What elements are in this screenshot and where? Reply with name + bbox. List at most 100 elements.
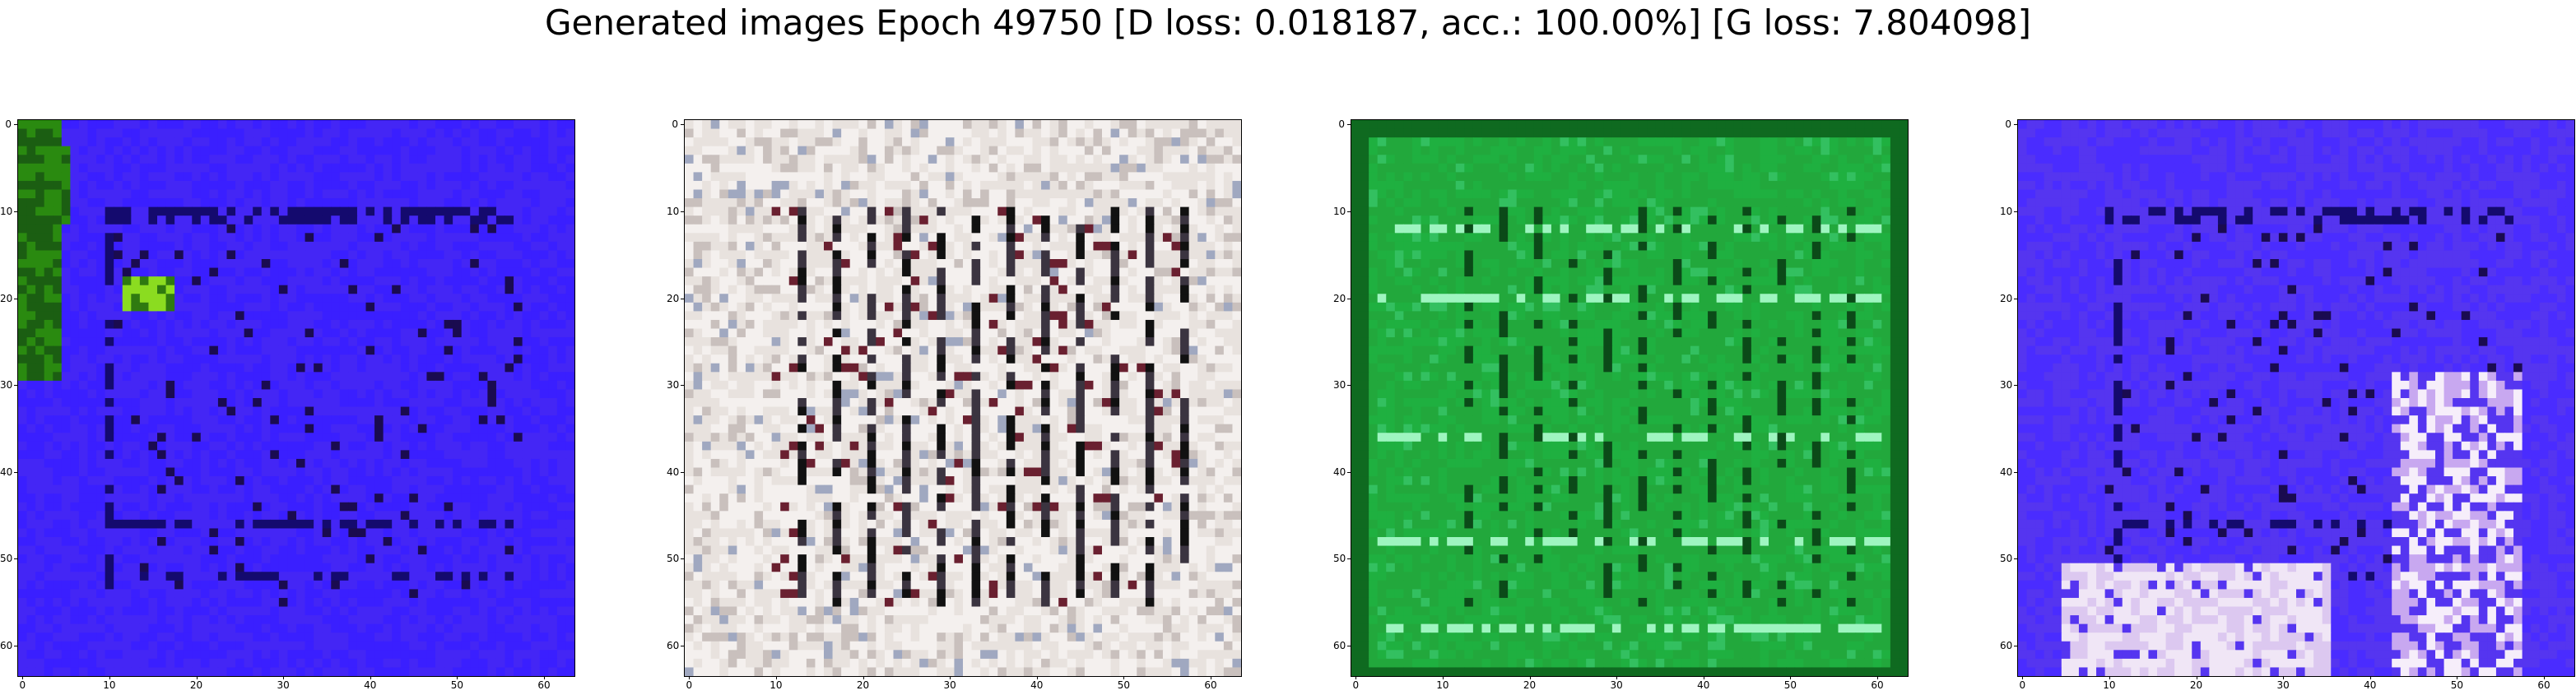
- y-tick-mark: [14, 558, 18, 560]
- image-axes: [2017, 119, 2575, 677]
- y-tick-label: 0: [5, 118, 12, 131]
- y-tick-label: 30: [2000, 379, 2013, 392]
- figure-title: Generated images Epoch 49750 [D loss: 0.…: [544, 2, 2032, 43]
- generated-image: [1351, 120, 1908, 676]
- y-tick-label: 30: [667, 379, 680, 392]
- y-tick-mark: [681, 211, 685, 212]
- y-tick-label: 0: [672, 118, 678, 131]
- x-tick-label: 40: [1697, 679, 1710, 691]
- y-tick-mark: [1347, 471, 1351, 473]
- image-panel-3: 0 10 20 30 40 50 60 0 10 20 30 40 50 60: [1333, 0, 1959, 695]
- y-tick-label: 20: [1333, 292, 1346, 304]
- y-tick-label: 10: [2000, 205, 2013, 217]
- y-tick-label: 20: [667, 292, 680, 304]
- x-tick-label: 0: [686, 679, 693, 691]
- y-tick-label: 10: [1333, 205, 1346, 217]
- x-tick-mark: [457, 676, 458, 679]
- x-tick-label: 0: [1352, 679, 1360, 691]
- y-tick-label: 30: [1333, 379, 1346, 392]
- image-panel-1: 0 10 20 30 40 50 60 0 10 20 30 40 50 60: [0, 0, 625, 695]
- y-tick-label: 20: [2000, 292, 2013, 304]
- y-tick-label: 40: [1333, 466, 1346, 478]
- x-tick-label: 10: [770, 679, 783, 691]
- x-tick-label: 50: [1783, 679, 1797, 691]
- x-tick-mark: [22, 676, 24, 679]
- y-tick-mark: [681, 558, 685, 560]
- y-tick-label: 0: [2005, 118, 2011, 131]
- generated-image: [18, 120, 574, 676]
- y-tick-label: 40: [2000, 466, 2013, 478]
- x-tick-label: 30: [943, 679, 956, 691]
- x-tick-label: 10: [103, 679, 116, 691]
- x-tick-label: 40: [2364, 679, 2377, 691]
- x-tick-mark: [1123, 676, 1125, 679]
- x-tick-mark: [1877, 676, 1879, 679]
- y-tick-mark: [2014, 385, 2018, 387]
- x-tick-label: 30: [1610, 679, 1623, 691]
- x-tick-mark: [1355, 676, 1357, 679]
- image-panel-4: 0 10 20 30 40 50 60 0 10 20 30 40 50 60: [2000, 0, 2576, 695]
- y-tick-label: 60: [2000, 640, 2013, 652]
- x-tick-label: 10: [2103, 679, 2116, 691]
- x-tick-label: 20: [1523, 679, 1537, 691]
- x-tick-mark: [2369, 676, 2371, 679]
- x-tick-label: 60: [537, 679, 551, 691]
- x-tick-label: 40: [1030, 679, 1044, 691]
- x-tick-label: 30: [277, 679, 290, 691]
- image-axes: [1351, 119, 1909, 677]
- x-tick-label: 40: [364, 679, 377, 691]
- image-panel-2: 0 10 20 30 40 50 60 0 10 20 30 40 50 60: [667, 0, 1292, 695]
- x-tick-mark: [775, 676, 777, 679]
- y-tick-label: 60: [0, 640, 13, 652]
- generated-image: [2018, 120, 2574, 676]
- y-tick-label: 50: [2000, 553, 2013, 565]
- x-tick-mark: [283, 676, 285, 679]
- y-tick-label: 50: [667, 553, 680, 565]
- x-tick-mark: [2109, 676, 2110, 679]
- x-tick-mark: [689, 676, 690, 679]
- y-tick-label: 50: [1333, 553, 1346, 565]
- x-tick-mark: [370, 676, 371, 679]
- x-tick-label: 20: [189, 679, 203, 691]
- x-tick-mark: [1442, 676, 1444, 679]
- generated-image: [685, 120, 1241, 676]
- x-tick-mark: [544, 676, 546, 679]
- x-tick-label: 0: [19, 679, 26, 691]
- x-tick-mark: [950, 676, 951, 679]
- y-tick-mark: [1347, 124, 1351, 126]
- y-tick-mark: [14, 124, 18, 126]
- y-tick-mark: [681, 385, 685, 387]
- y-tick-mark: [1347, 558, 1351, 560]
- x-tick-mark: [2544, 676, 2546, 679]
- image-axes: [684, 119, 1242, 677]
- y-tick-mark: [14, 471, 18, 473]
- y-tick-label: 60: [1333, 640, 1346, 652]
- x-tick-label: 30: [2276, 679, 2290, 691]
- y-tick-mark: [14, 211, 18, 212]
- x-tick-label: 60: [1871, 679, 1884, 691]
- y-tick-label: 50: [0, 553, 13, 565]
- x-tick-mark: [2283, 676, 2285, 679]
- y-tick-label: 10: [667, 205, 680, 217]
- x-tick-label: 20: [856, 679, 870, 691]
- y-tick-mark: [2014, 211, 2018, 212]
- y-tick-label: 60: [667, 640, 680, 652]
- x-tick-label: 50: [450, 679, 464, 691]
- y-tick-label: 20: [0, 292, 13, 304]
- y-tick-mark: [1347, 385, 1351, 387]
- x-tick-mark: [1036, 676, 1038, 679]
- y-tick-mark: [14, 385, 18, 387]
- x-tick-mark: [1790, 676, 1792, 679]
- x-tick-mark: [2022, 676, 2024, 679]
- x-tick-label: 0: [2019, 679, 2026, 691]
- y-tick-mark: [681, 471, 685, 473]
- x-tick-mark: [1529, 676, 1531, 679]
- x-tick-label: 60: [2537, 679, 2550, 691]
- y-tick-label: 40: [0, 466, 13, 478]
- image-axes: [17, 119, 575, 677]
- x-tick-mark: [863, 676, 864, 679]
- x-tick-label: 20: [2189, 679, 2203, 691]
- y-tick-mark: [1347, 211, 1351, 212]
- y-tick-mark: [2014, 471, 2018, 473]
- x-tick-label: 10: [1436, 679, 1449, 691]
